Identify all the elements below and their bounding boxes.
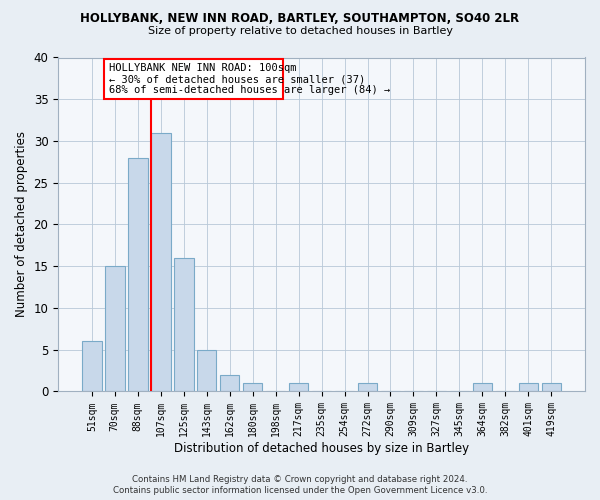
Text: HOLLYBANK, NEW INN ROAD, BARTLEY, SOUTHAMPTON, SO40 2LR: HOLLYBANK, NEW INN ROAD, BARTLEY, SOUTHA…	[80, 12, 520, 26]
Bar	[473, 383, 492, 392]
Text: Contains public sector information licensed under the Open Government Licence v3: Contains public sector information licen…	[113, 486, 487, 495]
Y-axis label: Number of detached properties: Number of detached properties	[15, 132, 28, 318]
X-axis label: Distribution of detached houses by size in Bartley: Distribution of detached houses by size …	[174, 442, 469, 455]
Bar	[243, 383, 262, 392]
Bar	[542, 383, 561, 392]
Bar	[289, 383, 308, 392]
Bar	[220, 375, 239, 392]
Text: ← 30% of detached houses are smaller (37): ← 30% of detached houses are smaller (37…	[109, 74, 365, 84]
Bar	[358, 383, 377, 392]
Bar	[105, 266, 125, 392]
Text: 68% of semi-detached houses are larger (84) →: 68% of semi-detached houses are larger (…	[109, 85, 390, 95]
FancyBboxPatch shape	[104, 59, 283, 99]
Text: Size of property relative to detached houses in Bartley: Size of property relative to detached ho…	[148, 26, 452, 36]
Bar	[82, 342, 101, 392]
Text: Contains HM Land Registry data © Crown copyright and database right 2024.: Contains HM Land Registry data © Crown c…	[132, 474, 468, 484]
Bar	[128, 158, 148, 392]
Bar	[518, 383, 538, 392]
Text: HOLLYBANK NEW INN ROAD: 100sqm: HOLLYBANK NEW INN ROAD: 100sqm	[109, 64, 296, 74]
Bar	[151, 132, 170, 392]
Bar	[174, 258, 194, 392]
Bar	[197, 350, 217, 392]
